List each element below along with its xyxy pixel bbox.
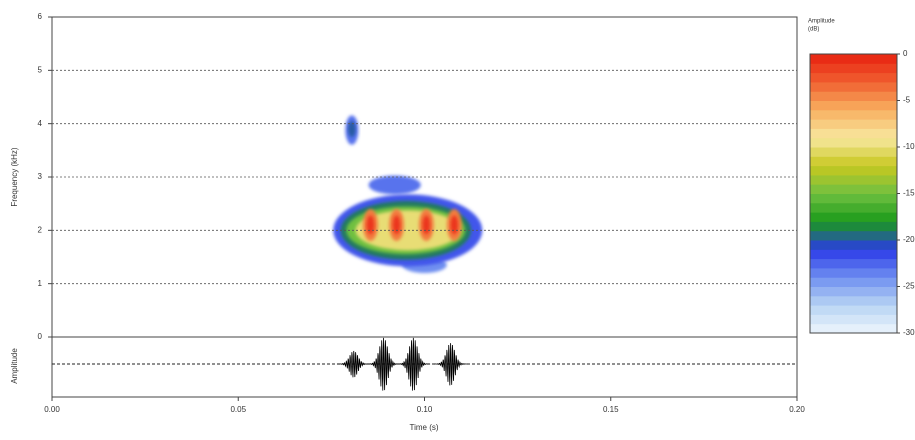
x-axis-title: Time (s) [409, 423, 438, 432]
colorbar-band [810, 193, 897, 204]
colorbar-tick-label: 0 [903, 49, 908, 58]
colorbar-band [810, 267, 897, 278]
y-tick-label: 5 [38, 65, 43, 74]
colorbar-band [810, 147, 897, 157]
colorbar-title: Amplitude [808, 19, 835, 25]
colorbar-band [810, 184, 897, 194]
colorbar-unit: (dB) [808, 27, 819, 33]
colorbar-band [810, 240, 897, 250]
colorbar-tick-label: -5 [903, 96, 911, 105]
waveform-frame [51, 336, 798, 398]
colorbar-band [810, 54, 897, 64]
colorbar-band [810, 174, 897, 185]
colorbar-band [810, 128, 897, 139]
colorbar-band [810, 81, 897, 92]
colorbar-band [810, 305, 897, 315]
colorbar-tick-label: -10 [903, 142, 915, 151]
spectrogram-cell [348, 121, 356, 137]
spectrogram-cell [366, 215, 375, 235]
x-tick-label: 0.15 [603, 405, 619, 414]
colorbar-band [810, 277, 897, 287]
colorbar-band [810, 249, 897, 260]
x-tick-label: 0.05 [230, 405, 246, 414]
colorbar-tick-label: -25 [903, 282, 915, 291]
colorbar-band [810, 100, 897, 111]
colorbar-band [810, 109, 897, 120]
y-tick-label: 0 [38, 332, 43, 341]
colorbar-band [810, 221, 897, 232]
spectrogram-cell [355, 210, 460, 251]
colorbar-tick-label: -30 [903, 328, 915, 337]
colorbar-band [810, 314, 897, 325]
x-tick-label: 0.00 [44, 405, 60, 414]
y-tick-label: 3 [38, 172, 43, 181]
spectrogram-cell [422, 215, 431, 235]
spectrogram-cell [392, 215, 401, 235]
waveform-pulse [433, 343, 468, 386]
colorbar-band [810, 119, 897, 129]
y-tick-label: 1 [38, 279, 43, 288]
colorbar-band [810, 286, 897, 297]
colorbar-band [810, 295, 897, 306]
colorbar-band [810, 258, 897, 269]
colorbar-band [810, 165, 897, 176]
colorbar-band [810, 72, 897, 83]
colorbar-tick-label: -15 [903, 189, 915, 198]
y-tick-label: 2 [38, 225, 43, 234]
colorbar-band [810, 137, 897, 148]
colorbar-band [810, 91, 897, 101]
waveform-pulse [396, 337, 431, 391]
y-tick-label: 4 [38, 119, 43, 128]
colorbar-band [810, 63, 897, 74]
colorbar-band [810, 156, 897, 167]
x-tick-label: 0.20 [789, 405, 805, 414]
waveform-pulse [336, 350, 371, 378]
colorbar-tick-label: -20 [903, 235, 915, 244]
y-axis-title: Frequency (kHz) [10, 147, 19, 206]
colorbar-band [810, 230, 897, 241]
y-tick-label: 6 [38, 12, 43, 21]
waveform-axis-title: Amplitude [10, 348, 19, 384]
x-tick-label: 0.10 [417, 405, 433, 414]
colorbar-band [810, 323, 897, 334]
colorbar-band [810, 202, 897, 213]
spectrogram [333, 115, 483, 273]
spectrogram-cell [450, 215, 459, 235]
colorbar-band [810, 212, 897, 222]
waveform-pulse [366, 337, 401, 391]
spectrogram-cell [368, 175, 421, 195]
